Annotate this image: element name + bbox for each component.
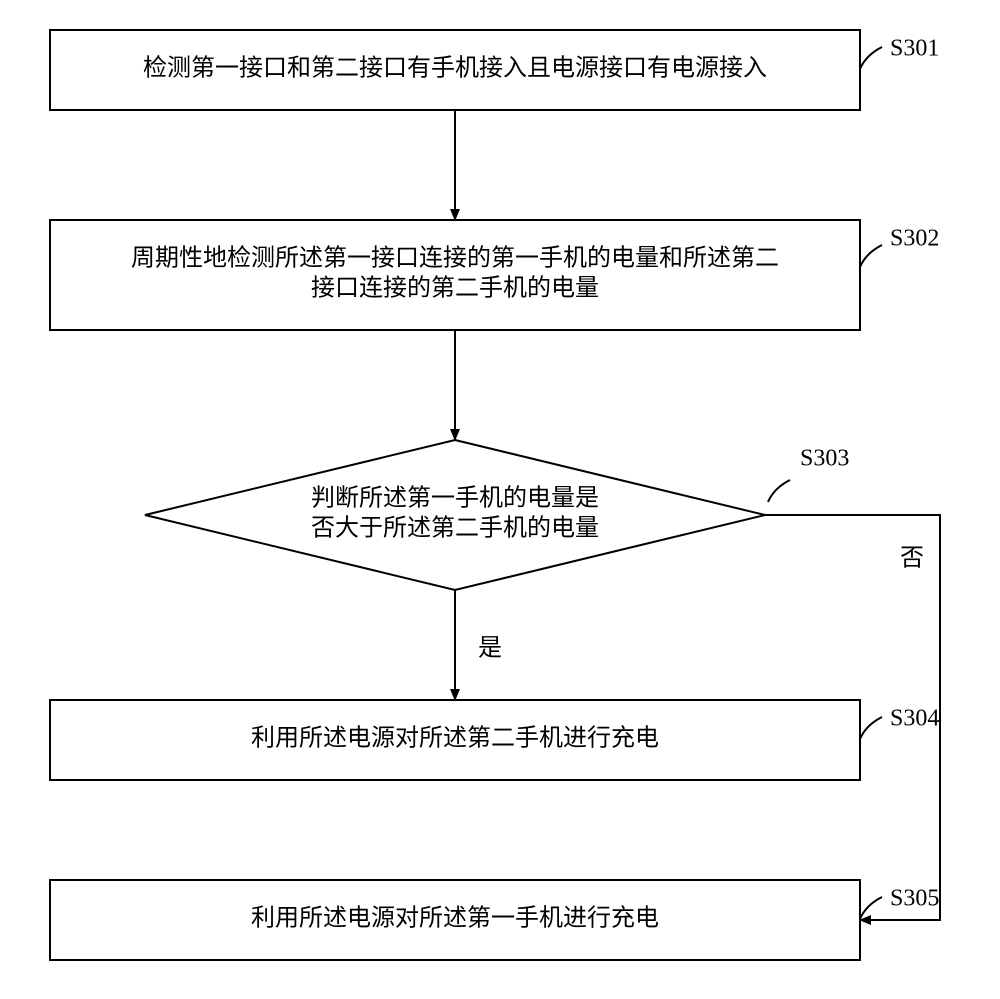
node-text-s303-line1: 否大于所述第二手机的电量 xyxy=(311,515,599,542)
step-label-s304: S304 xyxy=(890,706,939,732)
tick-s303 xyxy=(768,480,790,502)
node-s302: 周期性地检测所述第一接口连接的第一手机的电量和所述第二接口连接的第二手机的电量 xyxy=(50,220,860,330)
tick-s305 xyxy=(860,897,882,919)
node-s303: 判断所述第一手机的电量是否大于所述第二手机的电量 xyxy=(145,440,765,590)
step-label-s302: S302 xyxy=(890,226,939,252)
edge-label-否: 否 xyxy=(900,546,924,572)
node-s304: 利用所述电源对所述第二手机进行充电 xyxy=(50,700,860,780)
node-text-s301-line0: 检测第一接口和第二接口有手机接入且电源接口有电源接入 xyxy=(143,55,767,82)
step-label-s301: S301 xyxy=(890,36,939,62)
step-label-s305: S305 xyxy=(890,886,939,912)
node-text-s305-line0: 利用所述电源对所述第一手机进行充电 xyxy=(251,905,659,932)
node-text-s303-line0: 判断所述第一手机的电量是 xyxy=(311,485,599,512)
node-s301: 检测第一接口和第二接口有手机接入且电源接口有电源接入 xyxy=(50,30,860,110)
edge-label-是: 是 xyxy=(478,636,502,662)
tick-s302 xyxy=(860,245,882,267)
node-s305: 利用所述电源对所述第一手机进行充电 xyxy=(50,880,860,960)
node-text-s304-line0: 利用所述电源对所述第二手机进行充电 xyxy=(251,725,659,752)
step-label-s303: S303 xyxy=(800,446,849,472)
flowchart-canvas: 是否 检测第一接口和第二接口有手机接入且电源接口有电源接入周期性地检测所述第一接… xyxy=(0,0,1000,999)
tick-s301 xyxy=(860,47,882,69)
tick-s304 xyxy=(860,717,882,739)
node-text-s302-line0: 周期性地检测所述第一接口连接的第一手机的电量和所述第二 xyxy=(131,245,779,272)
node-text-s302-line1: 接口连接的第二手机的电量 xyxy=(311,275,599,302)
